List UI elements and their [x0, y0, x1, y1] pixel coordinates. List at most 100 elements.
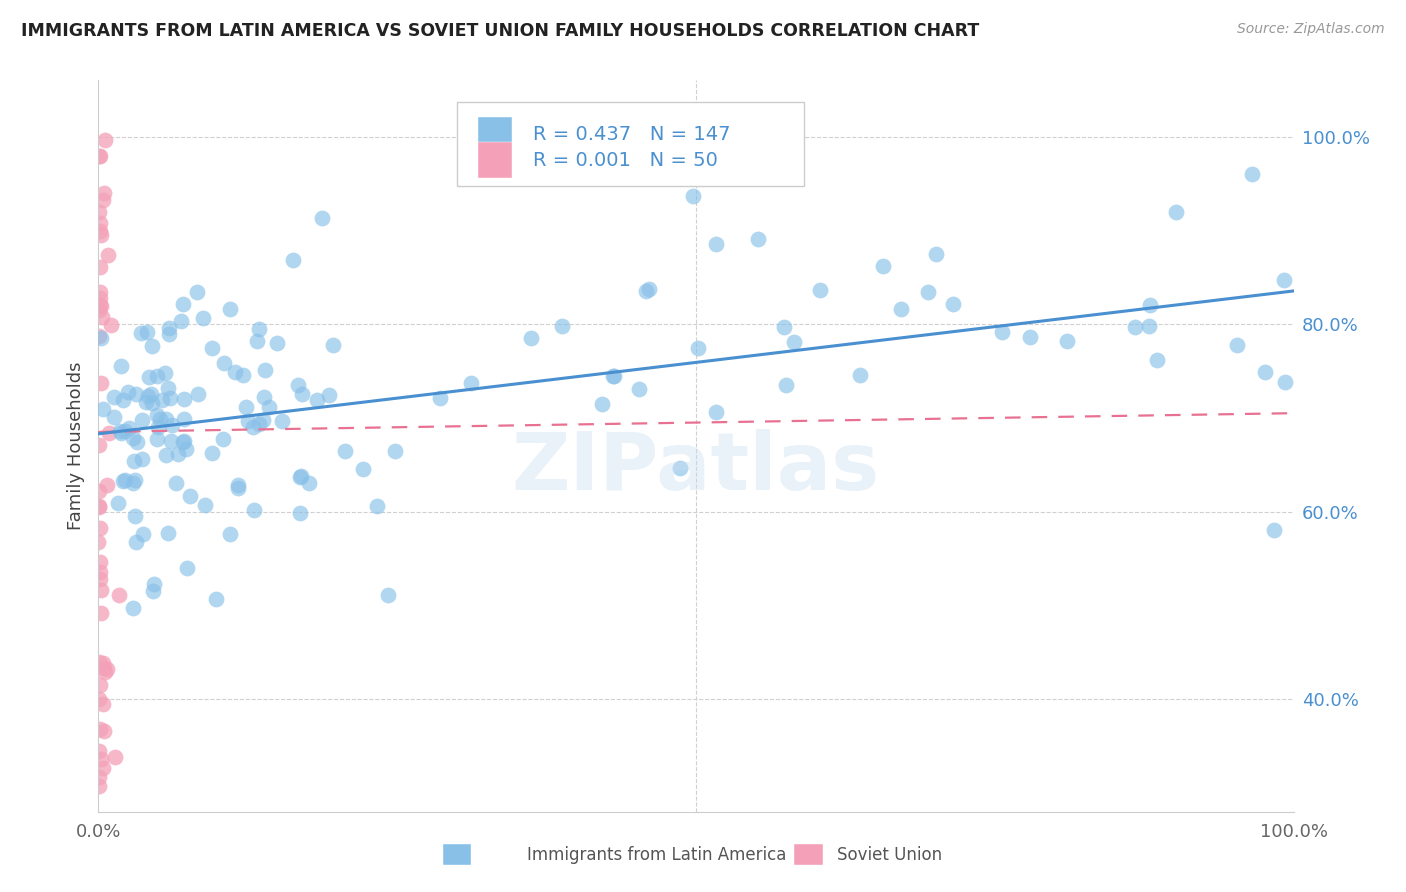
Point [288, 507, 311, 521]
Point [201, 446, 224, 460]
Point [311, 211, 333, 226]
Point [287, 378, 309, 392]
Point [773, 319, 796, 334]
Point [135, 325, 157, 339]
Point [118, 421, 141, 435]
Point [322, 338, 344, 352]
Point [238, 414, 260, 428]
Point [143, 577, 166, 591]
Text: ZIPatlas: ZIPatlas [512, 429, 880, 507]
Point [551, 319, 574, 334]
Point [266, 336, 288, 351]
Point [107, 496, 129, 510]
Point [103, 409, 125, 424]
Point [991, 325, 1014, 339]
Point [87, 148, 110, 162]
Point [1263, 523, 1285, 537]
Point [288, 470, 311, 484]
Point [1056, 334, 1078, 349]
Point [191, 311, 214, 326]
Point [89, 224, 111, 238]
Point [219, 301, 242, 316]
Point [1018, 330, 1040, 344]
Point [688, 341, 710, 355]
Point [156, 525, 179, 540]
Point [89, 260, 111, 274]
Point [117, 385, 139, 400]
Point [1164, 205, 1187, 219]
Point [1274, 376, 1296, 390]
Point [97, 248, 120, 262]
Text: Soviet Union: Soviet Union [837, 846, 942, 863]
Point [247, 322, 270, 336]
Point [1240, 167, 1263, 181]
Point [176, 442, 198, 456]
Point [775, 377, 797, 392]
Point [89, 302, 111, 317]
Point [925, 247, 948, 261]
Point [141, 396, 163, 410]
Point [603, 368, 626, 383]
Point [627, 382, 650, 396]
Point [149, 412, 172, 426]
Point [91, 656, 114, 670]
Point [90, 227, 112, 242]
Point [135, 394, 157, 409]
Point [114, 425, 136, 439]
Point [107, 588, 129, 602]
Point [87, 500, 110, 514]
Point [224, 365, 246, 379]
Point [136, 389, 159, 403]
Point [153, 366, 176, 380]
Point [212, 356, 235, 370]
Point [125, 387, 148, 401]
Point [89, 722, 111, 736]
Point [90, 607, 112, 621]
Point [194, 498, 217, 512]
Point [218, 527, 240, 541]
Point [808, 283, 831, 297]
Point [849, 368, 872, 383]
Point [91, 761, 114, 775]
Point [90, 376, 112, 390]
Point [173, 412, 195, 426]
Point [226, 481, 249, 495]
Point [125, 534, 148, 549]
Point [94, 133, 117, 147]
Point [290, 469, 312, 483]
Point [87, 438, 110, 452]
Point [704, 237, 727, 252]
Point [890, 302, 912, 317]
FancyBboxPatch shape [478, 117, 512, 152]
Point [127, 435, 149, 450]
Point [172, 434, 194, 449]
Point [100, 318, 122, 333]
Point [96, 478, 118, 492]
FancyBboxPatch shape [478, 143, 512, 178]
Point [782, 334, 804, 349]
Point [173, 434, 195, 448]
Text: IMMIGRANTS FROM LATIN AMERICA VS SOVIET UNION FAMILY HOUSEHOLDS CORRELATION CHAR: IMMIGRANTS FROM LATIN AMERICA VS SOVIET … [21, 22, 980, 40]
Point [131, 326, 153, 341]
Point [157, 321, 180, 335]
Point [138, 370, 160, 384]
Point [89, 678, 111, 692]
Point [110, 359, 132, 374]
Text: Immigrants from Latin America: Immigrants from Latin America [527, 846, 786, 863]
Point [872, 259, 894, 273]
Point [176, 561, 198, 575]
Point [96, 662, 118, 676]
Point [91, 401, 114, 416]
Point [211, 432, 233, 446]
Point [156, 381, 179, 395]
Point [122, 431, 145, 445]
Point [252, 412, 274, 426]
Point [186, 285, 208, 300]
Point [146, 420, 169, 434]
Point [97, 426, 120, 441]
Point [108, 424, 131, 438]
Point [384, 444, 406, 458]
Point [253, 390, 276, 404]
Point [226, 477, 249, 491]
Point [917, 285, 939, 299]
